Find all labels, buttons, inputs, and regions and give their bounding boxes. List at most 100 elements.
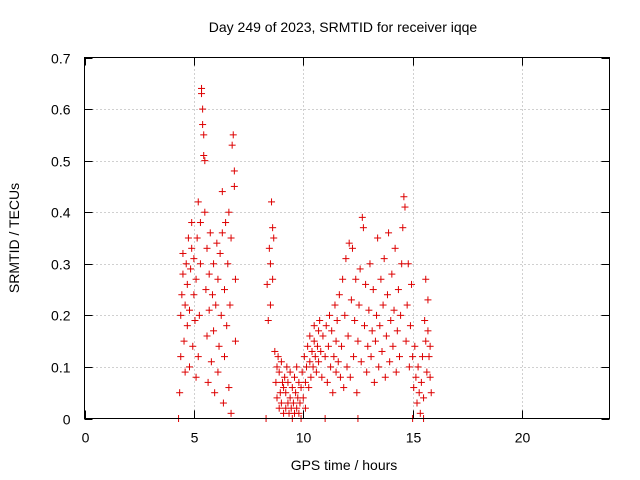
data-point [207, 358, 215, 366]
data-point [422, 275, 430, 283]
data-point [318, 373, 326, 381]
data-point [400, 193, 408, 201]
data-point [208, 291, 216, 299]
data-point [421, 317, 429, 325]
data-point [203, 332, 211, 340]
data-point [225, 208, 233, 216]
data-point [178, 291, 186, 299]
data-point [336, 373, 344, 381]
data-point [205, 270, 213, 278]
data-point [398, 260, 406, 268]
data-point [204, 378, 212, 386]
data-point [391, 244, 399, 252]
data-point [317, 347, 325, 355]
plot-frame [84, 57, 610, 419]
data-point [414, 363, 422, 371]
data-point [364, 342, 372, 350]
data-point [274, 353, 282, 361]
data-point [211, 389, 219, 397]
data-point [193, 234, 201, 242]
data-point [351, 317, 359, 325]
data-point [286, 368, 294, 376]
data-point [268, 198, 276, 206]
data-point [200, 151, 208, 159]
data-point [303, 363, 311, 371]
y-tick-label: 0 [63, 412, 71, 428]
data-point [300, 353, 308, 361]
data-point [286, 394, 294, 402]
data-point [370, 378, 378, 386]
data-point [356, 265, 364, 273]
data-point [309, 363, 317, 371]
data-point [345, 239, 353, 247]
data-point [369, 286, 377, 294]
data-point [363, 368, 371, 376]
data-point [275, 404, 283, 412]
data-point [179, 270, 187, 278]
data-point [301, 378, 309, 386]
data-point [210, 327, 218, 335]
data-point [424, 296, 432, 304]
data-point [324, 342, 332, 350]
data-point [375, 363, 383, 371]
data-point [219, 399, 227, 407]
data-point [334, 358, 342, 366]
data-point [319, 332, 327, 340]
data-point [426, 373, 434, 381]
data-point [288, 384, 296, 392]
data-point [295, 378, 303, 386]
data-point [230, 167, 238, 175]
data-point [195, 311, 203, 319]
data-point [194, 353, 202, 361]
data-point [347, 296, 355, 304]
data-point [283, 363, 291, 371]
data-point [399, 224, 407, 232]
data-point [295, 409, 303, 417]
axis-ticks [84, 57, 610, 420]
data-point [201, 157, 209, 165]
data-point [366, 260, 374, 268]
data-point [222, 219, 230, 227]
data-point [176, 389, 184, 397]
data-point [379, 301, 387, 309]
data-point [412, 373, 420, 381]
data-point [201, 208, 209, 216]
data-point [368, 327, 376, 335]
data-point [390, 306, 398, 314]
data-point [424, 327, 432, 335]
y-tick-label: 0.7 [51, 51, 71, 67]
data-point [266, 301, 274, 309]
data-point [223, 322, 231, 330]
data-point [192, 373, 200, 381]
data-point [230, 182, 238, 190]
data-point [291, 373, 298, 381]
data-point [420, 394, 428, 402]
data-point [284, 378, 292, 386]
data-point [413, 399, 421, 407]
data-point [316, 317, 324, 325]
data-point [214, 275, 222, 283]
data-point [282, 389, 290, 397]
data-point [380, 255, 388, 263]
data-point [330, 353, 338, 361]
data-point [402, 337, 410, 345]
data-point [182, 260, 190, 268]
data-point [184, 234, 192, 242]
data-point [387, 317, 395, 325]
data-point [321, 353, 329, 361]
data-point [270, 234, 278, 242]
x-tick-label: 20 [515, 430, 531, 446]
data-point [271, 347, 279, 355]
data-point [221, 286, 228, 294]
data-point [371, 337, 379, 345]
data-point [205, 306, 213, 314]
data-point [310, 337, 318, 345]
data-point [202, 286, 210, 294]
data-point [340, 384, 348, 392]
data-point [322, 322, 330, 330]
data-point [374, 234, 382, 242]
data-point [329, 389, 337, 397]
data-point [410, 384, 418, 392]
data-point [189, 342, 197, 350]
x-tick-label: 0 [82, 430, 90, 446]
